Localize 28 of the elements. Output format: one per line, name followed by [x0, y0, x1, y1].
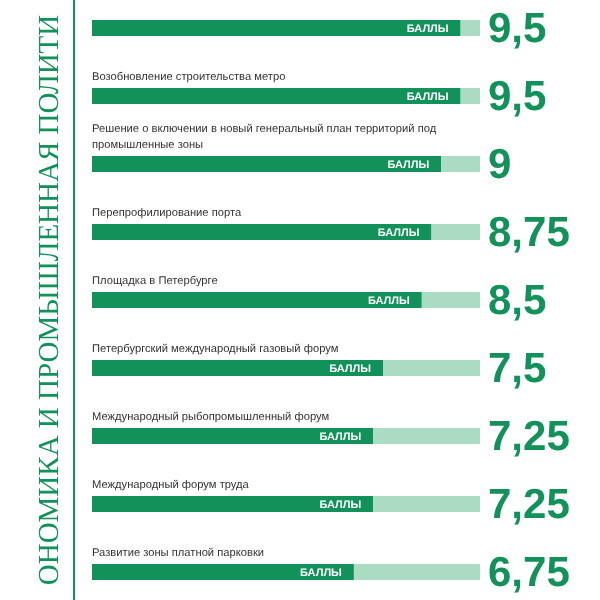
bar [460, 88, 480, 104]
bar [92, 496, 374, 512]
bar [460, 20, 480, 36]
bar [92, 292, 422, 308]
bar [441, 156, 480, 172]
data-label: 9,5 [488, 74, 548, 120]
data-label: 7,5 [488, 346, 548, 392]
text: ОНОМИКА И ПРОМЫШЛЕННАЯ ПОЛИТИ [34, 13, 66, 586]
data-label: 8,5 [488, 278, 548, 324]
bar [92, 360, 383, 376]
bar [383, 360, 480, 376]
data-label: 7,25 [488, 482, 571, 528]
bar [421, 292, 480, 308]
bar [92, 156, 442, 172]
bar [92, 224, 432, 240]
bar [92, 428, 374, 444]
bar [92, 564, 354, 580]
bar [431, 224, 480, 240]
data-label: 6,75 [488, 550, 571, 596]
bar [353, 564, 480, 580]
data-label: 7,25 [488, 414, 571, 460]
bar [373, 428, 480, 444]
data-label: 9,5 [488, 6, 548, 52]
bar [373, 496, 480, 512]
data-label: 9 [488, 142, 512, 188]
data-label: 8,75 [488, 210, 571, 256]
bar [92, 20, 461, 36]
bar [92, 88, 461, 104]
